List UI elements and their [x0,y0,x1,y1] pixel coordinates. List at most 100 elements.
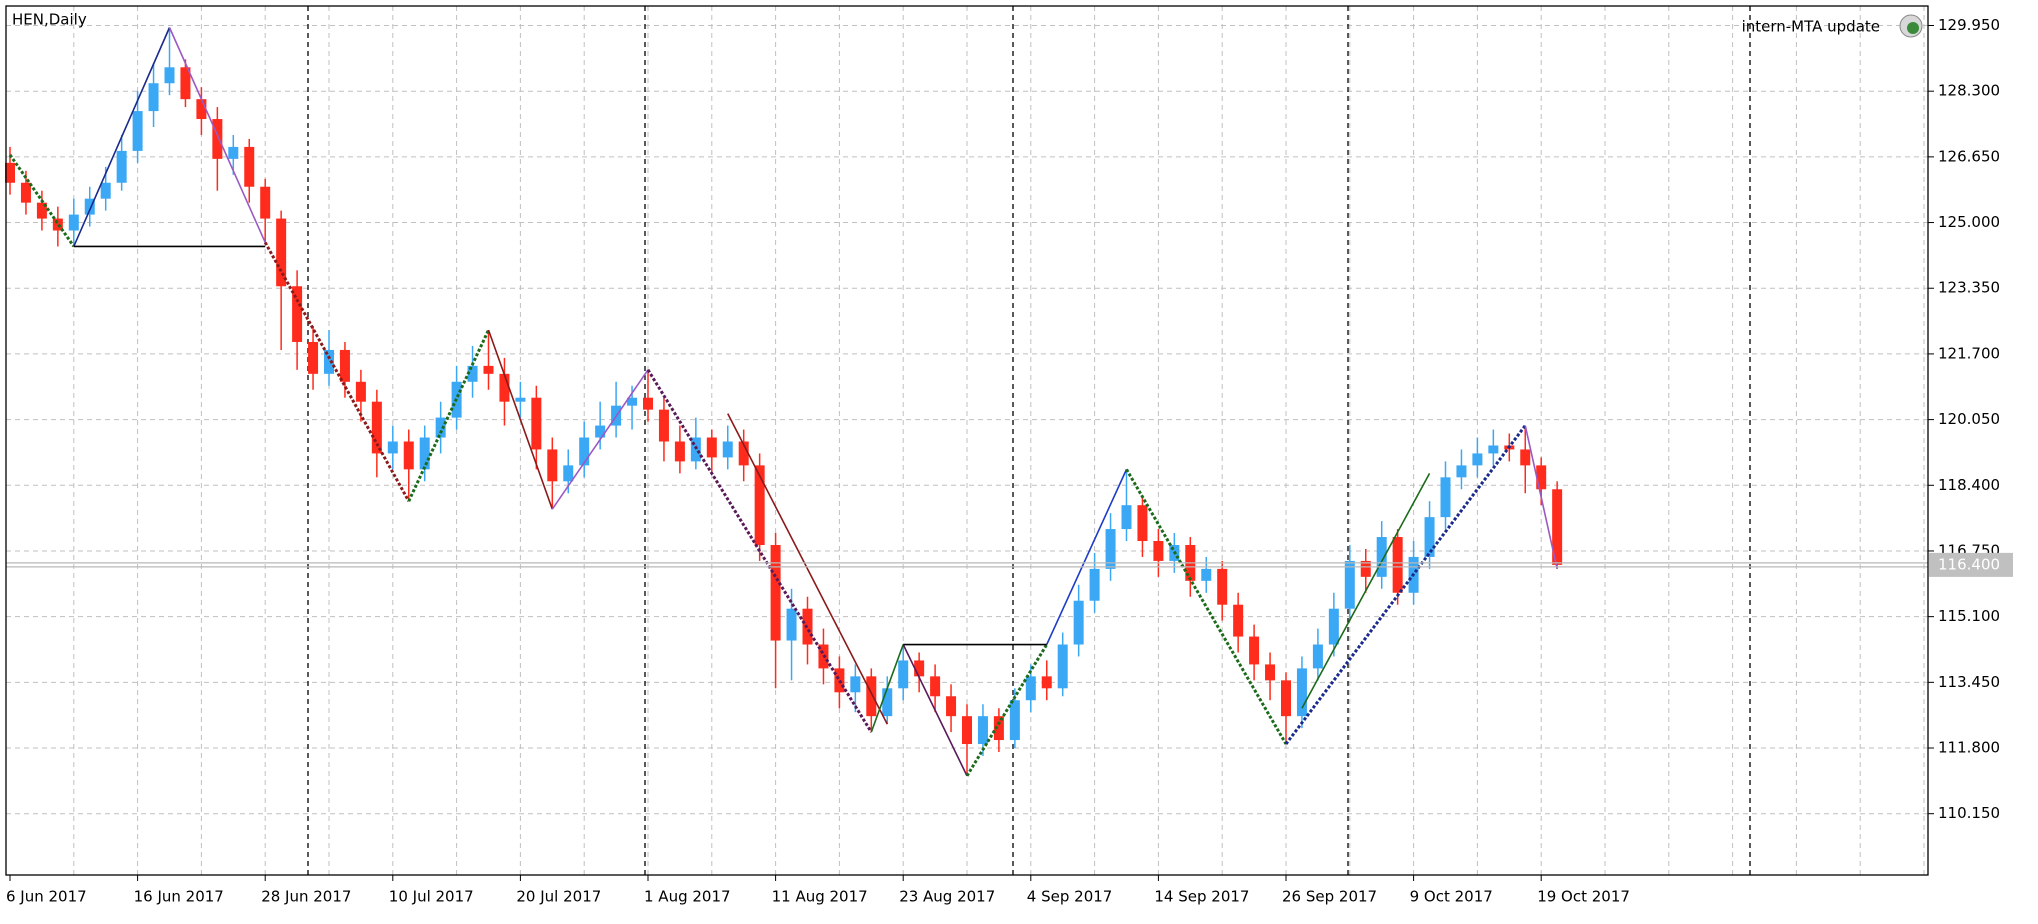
y-tick-label: 115.100 [1938,607,2000,625]
candle-body [339,349,350,382]
candle-body [531,397,542,450]
zigzag-line [8,154,76,248]
candle-body [371,401,382,454]
candle-body [1057,644,1068,689]
candle-body [308,341,319,374]
candle-body [754,465,765,545]
candle-body [1552,489,1563,565]
y-tick-label: 111.800 [1938,739,2000,757]
candle-body [674,441,685,462]
x-tick-label: 9 Oct 2017 [1410,888,1493,906]
candle-body [1488,445,1499,454]
candle-body [228,146,239,159]
x-tick-label: 26 Sep 2017 [1282,888,1377,906]
y-tick-label: 128.300 [1938,82,2000,100]
candle-body [1041,676,1052,689]
zigzag-line [1301,472,1431,709]
candle-body [1520,449,1531,466]
candle-body [1265,664,1276,681]
candle-body [1249,636,1260,665]
candle-body [882,688,893,717]
candle-body [1089,568,1100,601]
candle-body [276,218,287,287]
candle-body [212,119,223,159]
candle-body [196,99,207,120]
icon [1907,22,1919,34]
candle-body [977,716,988,745]
zigzag-line [407,329,490,502]
candle-body [5,162,15,183]
y-tick-label: 113.450 [1938,673,2000,691]
zigzag-line [870,644,904,733]
candle-body [1073,600,1084,645]
candle-body [834,668,845,693]
candle-body [1009,700,1020,741]
candle-body [1536,465,1547,490]
update-icon [1899,14,1923,38]
y-tick-label: 126.650 [1938,147,2000,165]
zigzag-line [487,329,554,510]
chart-title: HEN,Daily [12,11,87,29]
candle-body [355,381,366,402]
candle-body [483,365,494,374]
candle-body [946,696,957,717]
candle-body [1105,529,1116,569]
x-tick-label: 6 Jun 2017 [6,888,87,906]
candle-body [1360,560,1371,577]
candle-body [84,198,95,215]
x-tick-label: 10 Jul 2017 [389,888,474,906]
zigzag-line [646,369,873,733]
x-tick-label: 28 Jun 2017 [261,888,351,906]
candle-body [324,349,334,374]
candle-body [1296,668,1307,717]
candle-body [738,441,749,466]
x-tick-label: 1 Aug 2017 [644,888,731,906]
candle-body [914,660,925,677]
zigzag-line [551,369,649,510]
candle-body [1424,517,1435,557]
candle-body [1137,505,1148,542]
zigzag-line [263,241,411,502]
candle-body [260,186,271,219]
candle-body [1233,604,1244,637]
candle-body [658,409,669,442]
price-label-box [1929,552,2013,577]
zigzag-line [168,27,266,243]
candle-body [387,441,398,454]
candle-body [595,425,606,438]
x-tick-label: 19 Oct 2017 [1537,888,1630,906]
candle-body [1153,541,1164,561]
y-tick-label: 125.000 [1938,213,2000,231]
y-tick-label: 118.400 [1938,476,2000,494]
annotation: intern-MTA update [1742,18,1880,36]
candle-body [866,676,877,717]
zigzag-line [1125,468,1288,745]
candle-body [435,417,446,438]
candle-body [547,449,558,482]
candle-body [850,676,861,693]
candle-body [579,437,590,466]
candle-body [467,365,478,382]
y-tick-label: 121.700 [1938,344,2000,362]
candle-body [1201,568,1212,581]
candle-body [898,660,909,689]
zigzag-line [1046,469,1128,645]
candle-body [770,544,781,641]
candle-body [1281,680,1291,717]
candle-body [292,286,303,342]
candle-body [20,182,31,203]
x-tick-label: 11 Aug 2017 [772,888,868,906]
y-tick-label: 129.950 [1938,16,2000,34]
grid [6,6,1928,875]
candle-body [1025,676,1036,701]
y-tick-label: 120.050 [1938,410,2000,428]
zigzag-line [727,413,888,725]
x-tick-label: 4 Sep 2017 [1027,888,1113,906]
candle-body [244,146,255,187]
candle-body [1392,537,1403,593]
candle-body [132,111,143,151]
candle-body [164,67,175,84]
